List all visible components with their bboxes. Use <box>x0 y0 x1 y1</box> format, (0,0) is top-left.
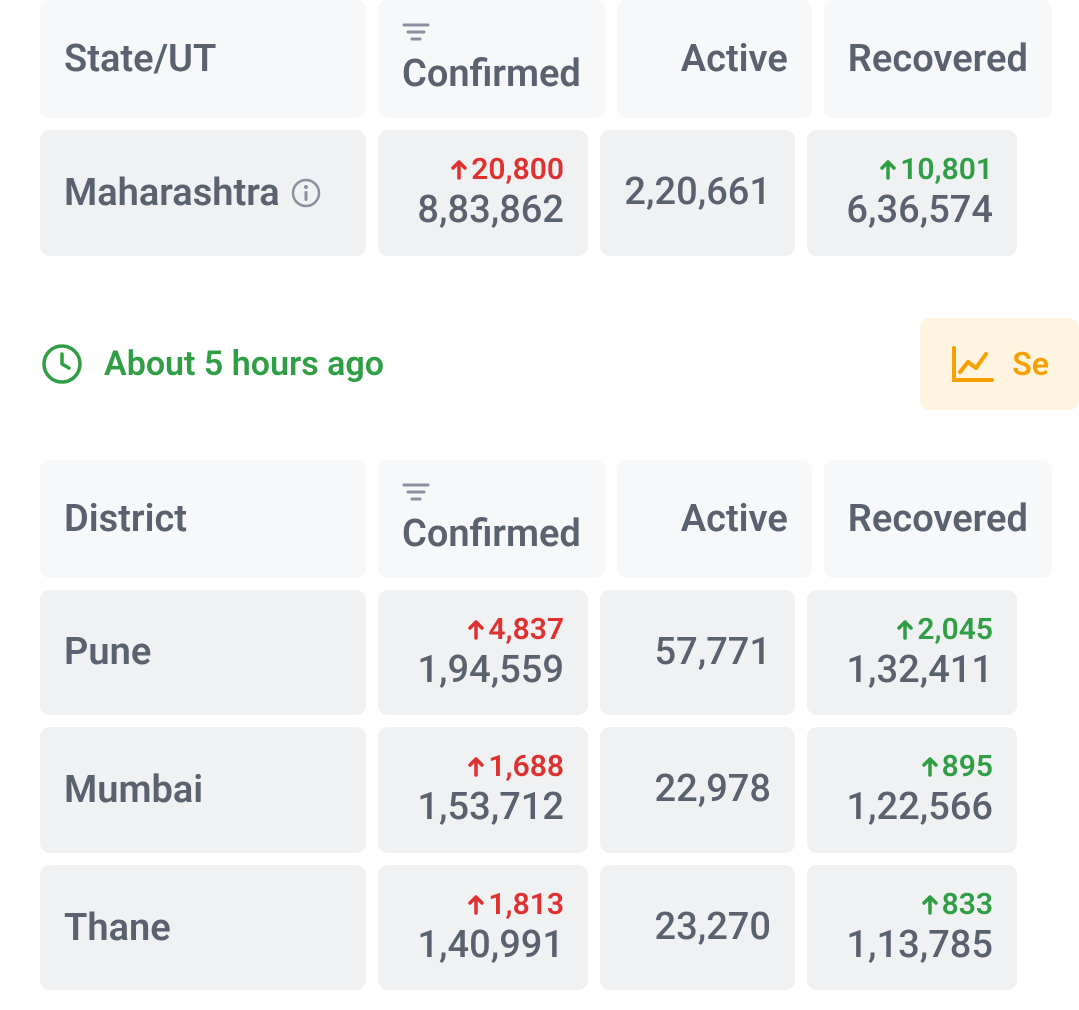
district-row[interactable]: Thane 1,813 1,40,991 23,270 833 1,13,785 <box>40 865 1039 991</box>
state-recovered-value: 6,36,574 <box>846 188 993 234</box>
district-table: District Confirmed Active Recovered Pune… <box>0 460 1079 991</box>
district-confirmed-delta: 1,813 <box>466 887 564 923</box>
clock-icon <box>40 342 84 386</box>
district-recovered-value: 1,13,785 <box>846 923 993 969</box>
timestamp-text: About 5 hours ago <box>104 344 384 384</box>
district-confirmed-cell: 1,813 1,40,991 <box>378 865 588 991</box>
header-recovered-label: Recovered <box>848 37 1028 81</box>
district-confirmed-value: 1,40,991 <box>417 923 564 969</box>
district-recovered-value: 1,32,411 <box>846 648 993 694</box>
delta-value: 2,045 <box>917 612 993 648</box>
header-district-active[interactable]: Active <box>617 460 812 578</box>
header-district[interactable]: District <box>40 460 366 578</box>
district-confirmed-cell: 1,688 1,53,712 <box>378 727 588 853</box>
district-confirmed-delta: 4,837 <box>466 612 564 648</box>
state-table-header-row: State/UT Confirmed Active Recovered <box>40 0 1039 118</box>
header-district-recovered-label: Recovered <box>848 497 1028 541</box>
district-active-value: 22,978 <box>655 767 772 813</box>
district-name-cell: Thane <box>40 865 366 991</box>
state-confirmed-cell: 20,800 8,83,862 <box>378 130 588 256</box>
district-active-cell: 57,771 <box>600 590 795 716</box>
district-recovered-delta: 2,045 <box>895 612 993 648</box>
timestamp: About 5 hours ago <box>40 342 384 386</box>
delta-value: 833 <box>942 887 993 923</box>
district-recovered-cell: 833 1,13,785 <box>807 865 1017 991</box>
district-name-cell: Pune <box>40 590 366 716</box>
header-confirmed[interactable]: Confirmed <box>378 0 605 118</box>
district-recovered-cell: 2,045 1,32,411 <box>807 590 1017 716</box>
district-recovered-cell: 895 1,22,566 <box>807 727 1017 853</box>
state-active-value: 2,20,661 <box>624 170 771 216</box>
state-table: State/UT Confirmed Active Recovered Maha… <box>0 0 1079 256</box>
state-confirmed-delta-value: 20,800 <box>471 152 564 188</box>
state-row[interactable]: Maharashtra 20,800 8,83,862 2,20,661 10,… <box>40 130 1039 256</box>
chart-button[interactable]: Se <box>920 318 1079 410</box>
district-recovered-delta: 833 <box>920 887 993 923</box>
header-district-confirmed[interactable]: Confirmed <box>378 460 605 578</box>
district-name-cell: Mumbai <box>40 727 366 853</box>
header-district-label: District <box>64 497 187 541</box>
state-name-text: Maharashtra <box>64 171 280 215</box>
header-district-active-label: Active <box>681 497 788 541</box>
district-name: Mumbai <box>64 768 203 812</box>
delta-value: 895 <box>942 749 993 785</box>
header-confirmed-label: Confirmed <box>402 52 581 96</box>
meta-row: About 5 hours ago Se <box>0 268 1079 460</box>
delta-value: 1,813 <box>488 887 564 923</box>
state-name: Maharashtra <box>64 171 322 215</box>
chart-button-label: Se <box>1012 345 1049 383</box>
district-confirmed-delta: 1,688 <box>466 749 564 785</box>
header-state-label: State/UT <box>64 37 216 81</box>
district-active-value: 23,270 <box>655 905 772 951</box>
district-table-header-row: District Confirmed Active Recovered <box>40 460 1039 578</box>
state-recovered-delta-value: 10,801 <box>900 152 993 188</box>
delta-value: 1,688 <box>488 749 564 785</box>
header-active[interactable]: Active <box>617 0 812 118</box>
header-district-recovered[interactable]: Recovered <box>824 460 1052 578</box>
district-name: Thane <box>64 906 171 950</box>
state-recovered-cell: 10,801 6,36,574 <box>807 130 1017 256</box>
filter-icon <box>402 22 430 42</box>
filter-icon <box>402 482 430 502</box>
state-confirmed-value: 8,83,862 <box>417 188 564 234</box>
district-row[interactable]: Mumbai 1,688 1,53,712 22,978 895 1,22,56… <box>40 727 1039 853</box>
header-recovered[interactable]: Recovered <box>824 0 1052 118</box>
district-row[interactable]: Pune 4,837 1,94,559 57,771 2,045 1,32,41… <box>40 590 1039 716</box>
delta-value: 4,837 <box>488 612 564 648</box>
district-recovered-delta: 895 <box>920 749 993 785</box>
header-district-confirmed-label: Confirmed <box>402 512 581 556</box>
district-confirmed-value: 1,53,712 <box>417 785 564 831</box>
district-active-cell: 22,978 <box>600 727 795 853</box>
chart-icon <box>950 344 996 384</box>
info-icon[interactable] <box>290 177 322 209</box>
state-confirmed-delta: 20,800 <box>449 152 564 188</box>
district-name: Pune <box>64 630 151 674</box>
district-confirmed-value: 1,94,559 <box>417 648 564 694</box>
header-active-label: Active <box>681 37 788 81</box>
district-confirmed-cell: 4,837 1,94,559 <box>378 590 588 716</box>
state-recovered-delta: 10,801 <box>878 152 993 188</box>
header-state[interactable]: State/UT <box>40 0 366 118</box>
district-recovered-value: 1,22,566 <box>846 785 993 831</box>
district-active-cell: 23,270 <box>600 865 795 991</box>
state-name-cell: Maharashtra <box>40 130 366 256</box>
state-active-cell: 2,20,661 <box>600 130 795 256</box>
district-active-value: 57,771 <box>655 630 772 676</box>
